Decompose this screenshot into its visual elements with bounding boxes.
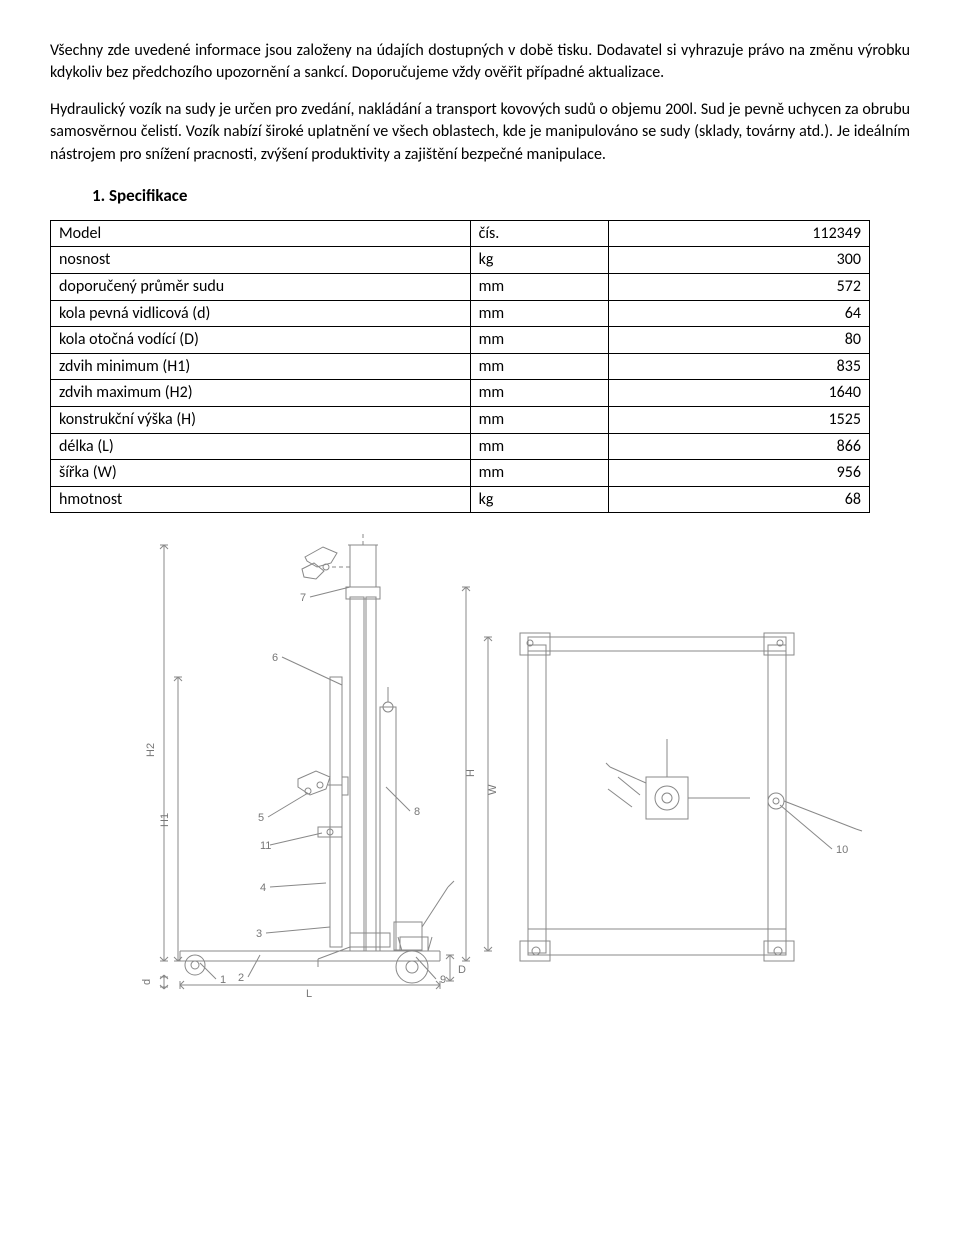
svg-text:3: 3 — [256, 928, 262, 940]
spec-unit: mm — [470, 380, 609, 407]
spec-unit: mm — [470, 353, 609, 380]
spec-label: kola pevná vidlicová (d) — [51, 300, 471, 327]
intro-description: Hydraulický vozík na sudy je určen pro z… — [50, 99, 910, 166]
table-row: kola pevná vidlicová (d)mm64 — [51, 300, 870, 327]
table-row: kola otočná vodící (D)mm80 — [51, 327, 870, 354]
svg-text:5: 5 — [258, 812, 264, 824]
spec-label: délka (L) — [51, 433, 471, 460]
spec-value: 572 — [609, 273, 870, 300]
spec-label: zdvih minimum (H1) — [51, 353, 471, 380]
svg-text:H2: H2 — [145, 743, 157, 757]
spec-unit: mm — [470, 433, 609, 460]
svg-text:D: D — [458, 964, 466, 976]
spec-unit: mm — [470, 273, 609, 300]
spec-label: doporučený průměr sudu — [51, 273, 471, 300]
svg-text:W: W — [487, 784, 499, 795]
spec-label: šířka (W) — [51, 460, 471, 487]
svg-text:L: L — [306, 988, 312, 997]
table-row: zdvih maximum (H2)mm1640 — [51, 380, 870, 407]
spec-value: 866 — [609, 433, 870, 460]
spec-value: 956 — [609, 460, 870, 487]
spec-value: 835 — [609, 353, 870, 380]
spec-value: 64 — [609, 300, 870, 327]
spec-value: 300 — [609, 247, 870, 274]
table-row: šířka (W)mm956 — [51, 460, 870, 487]
svg-text:10: 10 — [836, 844, 848, 856]
svg-text:6: 6 — [272, 652, 278, 664]
table-row: hmotnostkg68 — [51, 486, 870, 513]
svg-text:8: 8 — [414, 806, 420, 818]
table-row: zdvih minimum (H1)mm835 — [51, 353, 870, 380]
svg-text:1: 1 — [220, 974, 226, 986]
spec-unit: mm — [470, 300, 609, 327]
spec-value: 68 — [609, 486, 870, 513]
spec-label: konstrukční výška (H) — [51, 406, 471, 433]
spec-value: 1640 — [609, 380, 870, 407]
spec-label: Model — [51, 220, 471, 247]
spec-label: hmotnost — [51, 486, 471, 513]
svg-text:11: 11 — [260, 840, 271, 852]
svg-text:9: 9 — [440, 974, 446, 986]
table-row: Modelčís.112349 — [51, 220, 870, 247]
spec-unit: mm — [470, 406, 609, 433]
spec-value: 80 — [609, 327, 870, 354]
spec-value: 1525 — [609, 406, 870, 433]
technical-drawing: H2 H1 d L D 7 6 5 11 4 3 12 8 9 H W 10 — [50, 527, 870, 997]
spec-unit: kg — [470, 486, 609, 513]
spec-unit: kg — [470, 247, 609, 274]
table-row: délka (L)mm866 — [51, 433, 870, 460]
svg-text:H1: H1 — [159, 813, 171, 827]
spec-label: nosnost — [51, 247, 471, 274]
spec-unit: čís. — [470, 220, 609, 247]
intro-disclaimer: Všechny zde uvedené informace jsou založ… — [50, 40, 910, 85]
section-heading-specifikace: 1. Specifikace — [92, 184, 910, 208]
svg-text:H: H — [465, 769, 477, 777]
svg-text:2: 2 — [238, 972, 244, 984]
spec-table: Modelčís.112349nosnostkg300doporučený pr… — [50, 220, 870, 514]
svg-text:4: 4 — [260, 882, 266, 894]
spec-value: 112349 — [609, 220, 870, 247]
table-row: konstrukční výška (H)mm1525 — [51, 406, 870, 433]
svg-text:d: d — [141, 979, 153, 985]
svg-text:7: 7 — [300, 592, 306, 604]
table-row: doporučený průměr sudumm572 — [51, 273, 870, 300]
spec-label: kola otočná vodící (D) — [51, 327, 471, 354]
spec-unit: mm — [470, 327, 609, 354]
table-row: nosnostkg300 — [51, 247, 870, 274]
spec-unit: mm — [470, 460, 609, 487]
spec-label: zdvih maximum (H2) — [51, 380, 471, 407]
